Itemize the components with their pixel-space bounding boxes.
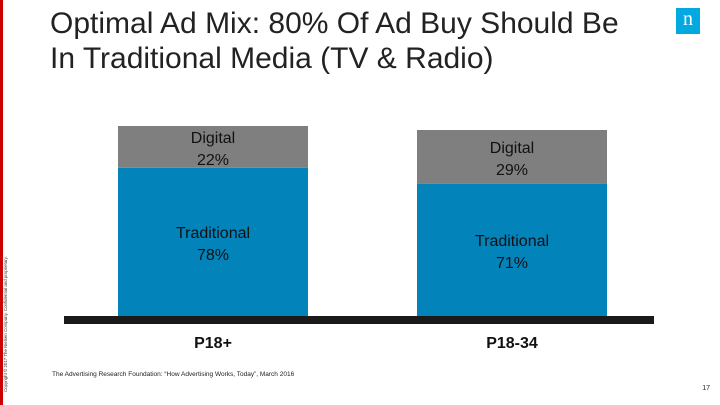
- series-label-digital-p18: Digital: [191, 130, 235, 147]
- data-label-digital-p18: 22%: [197, 152, 229, 169]
- series-label-traditional-p1834: Traditional: [475, 233, 549, 250]
- source-note: The Advertising Research Foundation: “Ho…: [52, 371, 295, 378]
- brand-side-bar: [0, 0, 3, 405]
- nielsen-logo-icon: n: [676, 8, 700, 34]
- data-label-traditional-p1834: 71%: [496, 255, 528, 272]
- data-label-traditional-p18: 78%: [197, 247, 229, 264]
- category-label-p18: P18+: [194, 335, 232, 352]
- bar-traditional-p1834: [417, 183, 607, 316]
- title-line-2: In Traditional Media (TV & Radio): [50, 42, 494, 75]
- category-label-p1834: P18-34: [486, 335, 538, 352]
- series-label-traditional-p18: Traditional: [176, 225, 250, 242]
- baseline-axis: [64, 316, 654, 324]
- series-label-digital-p1834: Digital: [490, 140, 534, 157]
- title-line-1: Optimal Ad Mix: 80% Of Ad Buy Should Be: [50, 7, 619, 40]
- bar-digital-p18: [118, 126, 308, 168]
- bar-traditional-p18: [118, 167, 308, 316]
- slide-title: Optimal Ad Mix: 80% Of Ad Buy Should Be …: [50, 6, 670, 76]
- data-label-digital-p1834: 29%: [496, 162, 528, 179]
- page-number: 17: [702, 385, 710, 392]
- bar-digital-p1834: [417, 130, 607, 184]
